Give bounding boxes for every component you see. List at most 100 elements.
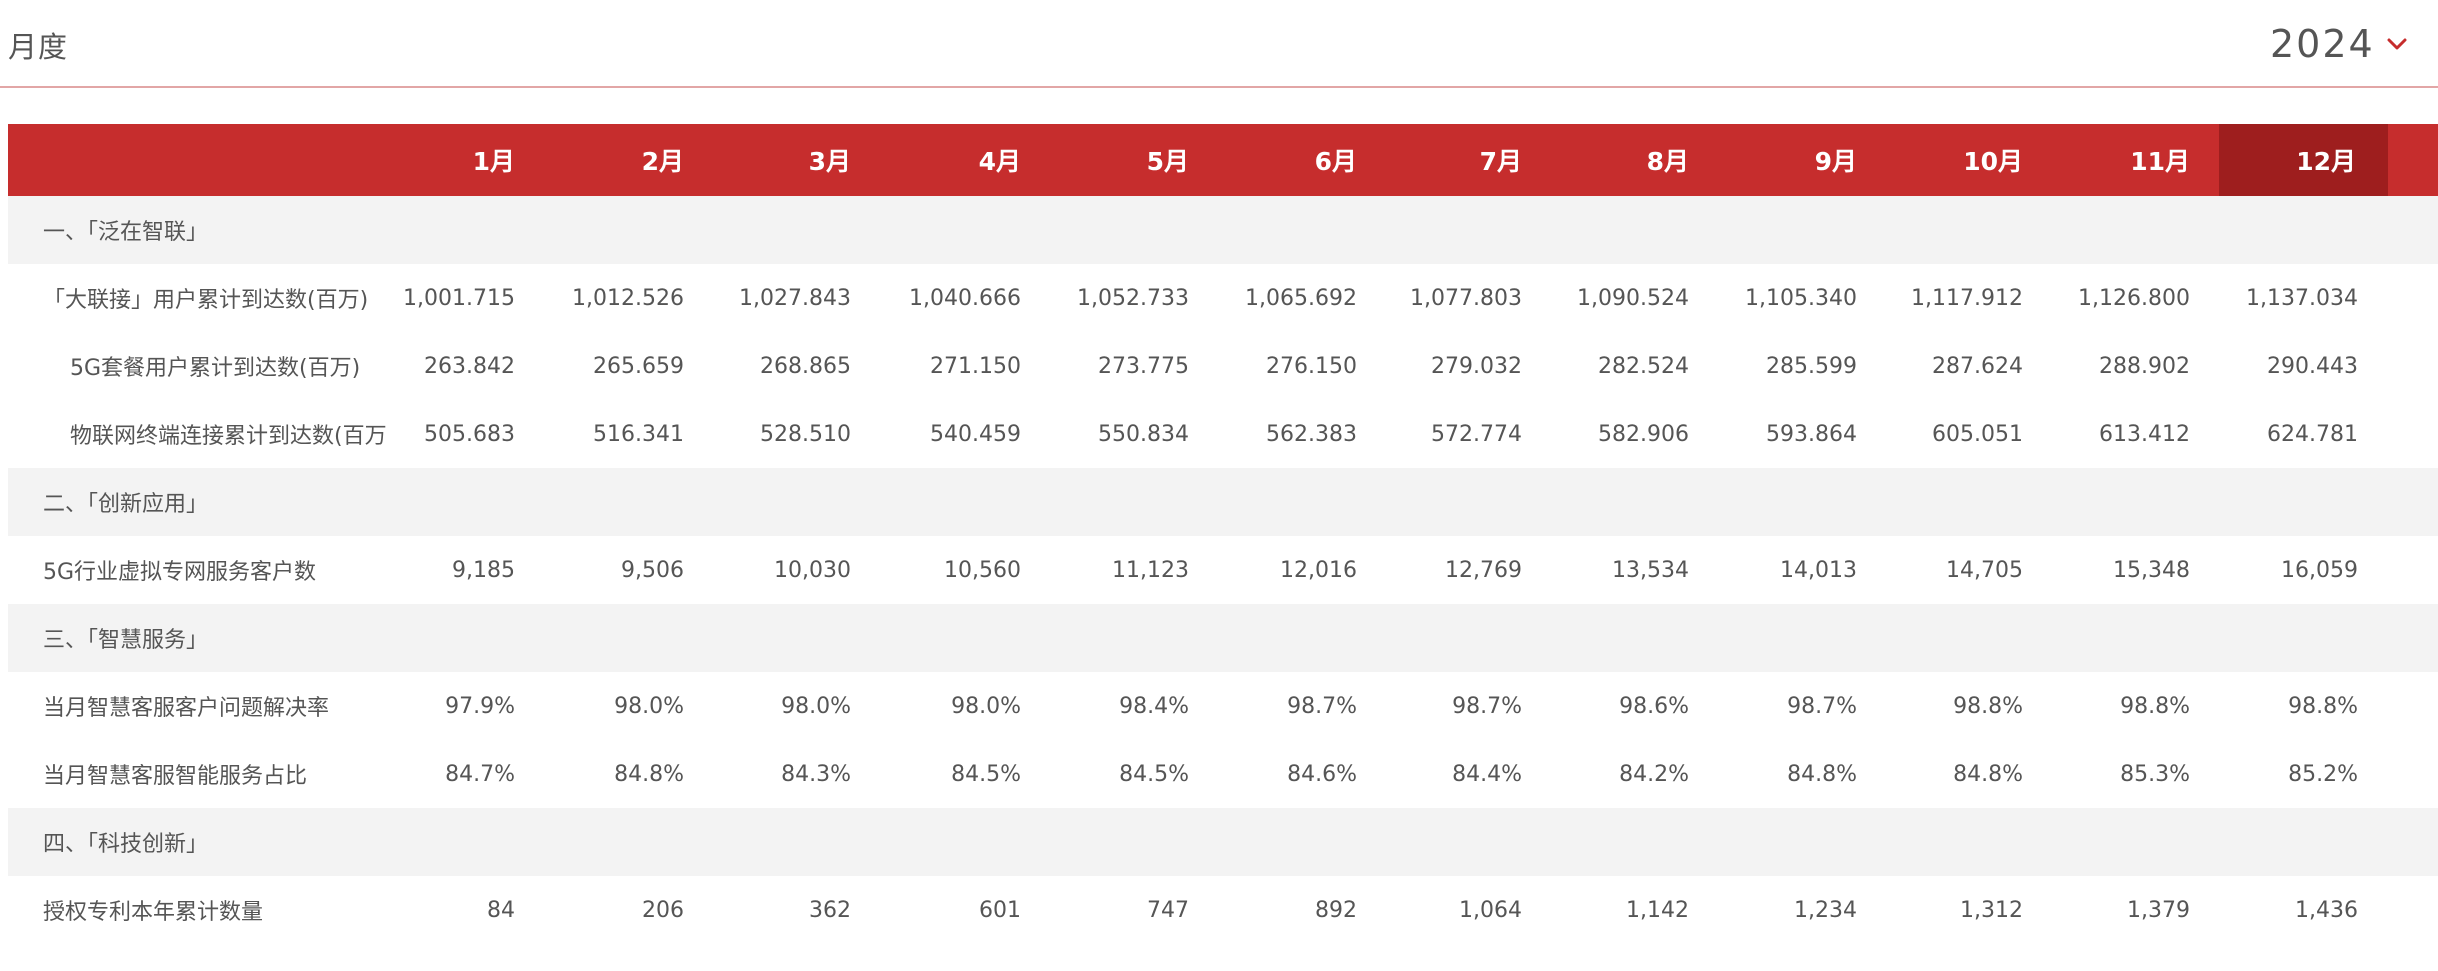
section-row: 二、「创新应用」	[8, 468, 2438, 536]
value-cell: 1,312	[1960, 897, 2023, 923]
header-cell-month[interactable]: 7月	[1479, 147, 1522, 176]
value-cell: 84.8%	[614, 761, 684, 787]
value-cell: 516.341	[593, 421, 684, 447]
value-cell: 84.5%	[951, 761, 1021, 787]
value-cell: 1,052.733	[1077, 285, 1189, 311]
value-cell: 276.150	[1266, 353, 1357, 379]
table-row: 当月智慧客服客户问题解决率 97.9% 98.0% 98.0% 98.0% 98.4% 98…	[8, 672, 2438, 740]
value-cell: 1,234	[1794, 897, 1857, 923]
value-cell: 14,013	[1780, 557, 1857, 583]
value-cell: 528.510	[760, 421, 851, 447]
table-row: 「大联接」用户累计到达数(百万) 1,001.715 1,012.526 1,027.…	[8, 264, 2438, 332]
value-cell: 540.459	[930, 421, 1021, 447]
value-cell: 747	[1147, 897, 1189, 923]
value-cell: 613.412	[2099, 421, 2190, 447]
value-cell: 9,506	[621, 557, 684, 583]
value-cell: 85.3%	[2120, 761, 2190, 787]
value-cell: 1,001.715	[403, 285, 515, 311]
value-cell: 98.4%	[1119, 693, 1189, 719]
header-cell-month[interactable]: 3月	[808, 147, 851, 176]
value-cell: 98.8%	[2120, 693, 2190, 719]
value-cell: 290.443	[2267, 353, 2358, 379]
value-cell: 84.7%	[445, 761, 515, 787]
value-cell: 271.150	[930, 353, 1021, 379]
value-cell: 84.4%	[1452, 761, 1522, 787]
table-header-row: 1月 2月 3月 4月 5月 6月 7月 8月 9月 10月 11月 12月	[8, 124, 2438, 196]
value-cell: 13,534	[1612, 557, 1689, 583]
value-cell: 1,117.912	[1911, 285, 2023, 311]
value-cell: 12,016	[1280, 557, 1357, 583]
value-cell: 98.0%	[614, 693, 684, 719]
header-cell-month[interactable]: 8月	[1646, 147, 1689, 176]
value-cell: 15,348	[2113, 557, 2190, 583]
value-cell: 84.6%	[1287, 761, 1357, 787]
table-row: 5G行业虚拟专网服务客户数 9,185 9,506 10,030 10,560 11,12…	[8, 536, 2438, 604]
year-dropdown[interactable]: 2024	[2270, 22, 2407, 66]
value-cell: 10,030	[774, 557, 851, 583]
value-cell: 268.865	[760, 353, 851, 379]
highlighted-month-header	[2219, 124, 2388, 196]
value-cell: 1,105.340	[1745, 285, 1857, 311]
chevron-down-icon	[2387, 38, 2407, 50]
value-cell: 562.383	[1266, 421, 1357, 447]
header-cell-highlighted[interactable]: 12月	[2296, 147, 2356, 176]
value-cell: 282.524	[1598, 353, 1689, 379]
value-cell: 98.7%	[1452, 693, 1522, 719]
value-cell: 572.774	[1431, 421, 1522, 447]
header-cell-month[interactable]: 6月	[1314, 147, 1357, 176]
section-row: 四、「科技创新」	[8, 808, 2438, 876]
section-row: 一、「泛在智联」	[8, 196, 2438, 264]
value-cell: 1,379	[2127, 897, 2190, 923]
table-row: 当月智慧客服智能服务占比 84.7% 84.8% 84.3% 84.5% 84.5% 84.…	[8, 740, 2438, 808]
value-cell: 605.051	[1932, 421, 2023, 447]
row-label: 授权专利本年累计数量	[43, 900, 264, 925]
header-cell-month[interactable]: 11月	[2130, 147, 2190, 176]
header-cell-month[interactable]: 10月	[1963, 147, 2023, 176]
value-cell: 593.864	[1766, 421, 1857, 447]
value-cell: 1,436	[2295, 897, 2358, 923]
value-cell: 265.659	[593, 353, 684, 379]
header-cell-month[interactable]: 9月	[1814, 147, 1857, 176]
section-label: 四、「科技创新」	[43, 832, 209, 857]
value-cell: 1,012.526	[572, 285, 684, 311]
value-cell: 550.834	[1098, 421, 1189, 447]
section-label: 二、「创新应用」	[43, 492, 209, 517]
value-cell: 16,059	[2281, 557, 2358, 583]
value-cell: 85.2%	[2288, 761, 2358, 787]
monthly-data-table: 1月 2月 3月 4月 5月 6月 7月 8月 9月 10月 11月 12月一、「泛在智联」「大联接」…	[8, 124, 2438, 944]
value-cell: 279.032	[1431, 353, 1522, 379]
value-cell: 601	[979, 897, 1021, 923]
row-label: 当月智慧客服智能服务占比	[43, 764, 308, 789]
value-cell: 9,185	[452, 557, 515, 583]
value-cell: 273.775	[1098, 353, 1189, 379]
value-cell: 10,560	[944, 557, 1021, 583]
header-cell-month[interactable]: 5月	[1146, 147, 1189, 176]
value-cell: 1,090.524	[1577, 285, 1689, 311]
header-cell-month[interactable]: 1月	[472, 147, 515, 176]
header-cell-month[interactable]: 2月	[641, 147, 684, 176]
section-row: 三、「智慧服务」	[8, 604, 2438, 672]
value-cell: 1,027.843	[739, 285, 851, 311]
header-cell-month[interactable]: 4月	[978, 147, 1021, 176]
table-row: 授权专利本年累计数量 84 206 362 601 747 892 1,064 1,142 1,2…	[8, 876, 2438, 944]
row-label: 物联网终端连接累计到达数(百万	[70, 424, 387, 449]
row-label: 5G行业虚拟专网服务客户数	[43, 560, 317, 585]
value-cell: 11,123	[1112, 557, 1189, 583]
value-cell: 98.6%	[1619, 693, 1689, 719]
section-label: 一、「泛在智联」	[43, 220, 209, 245]
row-label: 「大联接」用户累计到达数(百万)	[43, 288, 369, 313]
value-cell: 1,065.692	[1245, 285, 1357, 311]
value-cell: 84.8%	[1953, 761, 2023, 787]
value-cell: 1,040.666	[909, 285, 1021, 311]
value-cell: 1,137.034	[2246, 285, 2358, 311]
value-cell: 84.3%	[781, 761, 851, 787]
value-cell: 285.599	[1766, 353, 1857, 379]
value-cell: 84.5%	[1119, 761, 1189, 787]
value-cell: 1,126.800	[2078, 285, 2190, 311]
value-cell: 206	[642, 897, 684, 923]
row-label: 5G套餐用户累计到达数(百万)	[70, 356, 361, 381]
value-cell: 98.7%	[1287, 693, 1357, 719]
value-cell: 14,705	[1946, 557, 2023, 583]
value-cell: 1,077.803	[1410, 285, 1522, 311]
value-cell: 98.0%	[951, 693, 1021, 719]
